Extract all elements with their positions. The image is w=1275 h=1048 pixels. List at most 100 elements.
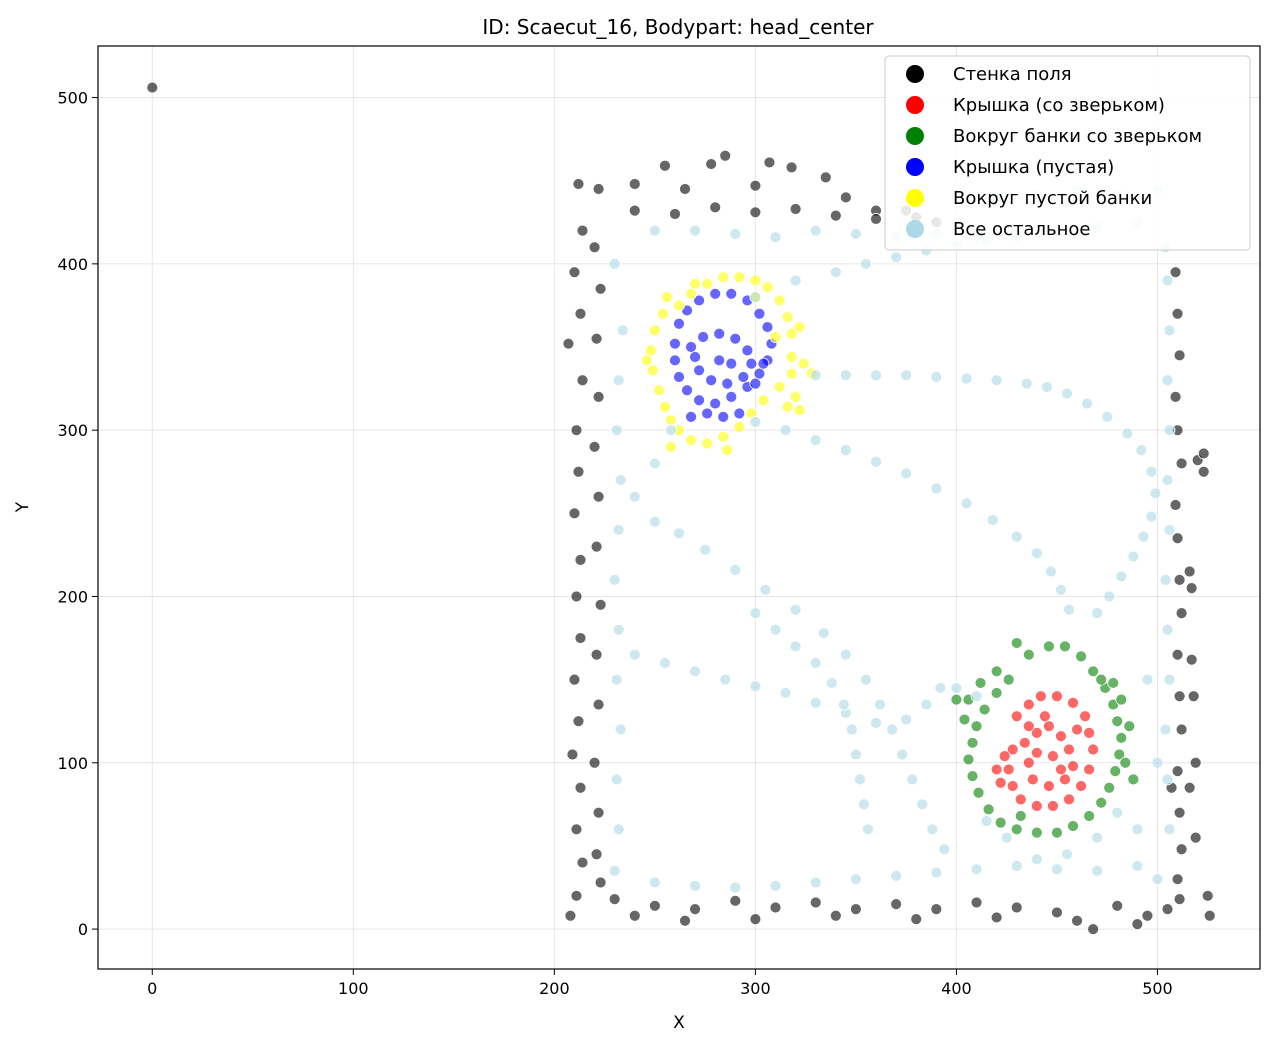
data-point — [850, 873, 862, 886]
data-point — [749, 179, 762, 192]
data-point — [1030, 853, 1043, 866]
legend-marker — [906, 220, 924, 238]
data-point — [1034, 690, 1047, 703]
data-point — [705, 158, 718, 170]
data-point — [1075, 650, 1087, 663]
data-point — [1161, 374, 1174, 387]
data-point — [612, 524, 625, 536]
data-point — [862, 823, 874, 836]
data-point — [590, 332, 603, 345]
data-point — [779, 424, 792, 437]
data-point — [1185, 582, 1198, 595]
data-point — [729, 881, 742, 894]
data-point — [1163, 823, 1176, 836]
data-point — [1111, 806, 1124, 819]
data-point — [689, 903, 701, 916]
data-point — [930, 903, 943, 916]
data-point — [990, 763, 1003, 776]
data-point — [1087, 665, 1100, 678]
data-point — [1022, 756, 1035, 769]
data-point — [870, 455, 882, 468]
data-point — [850, 228, 862, 240]
x-axis-label: X — [673, 1013, 685, 1033]
data-point — [1171, 307, 1184, 320]
data-point — [685, 410, 697, 423]
data-point — [574, 632, 587, 644]
data-point — [570, 590, 583, 603]
data-point — [725, 287, 738, 300]
data-point — [673, 299, 685, 312]
data-point — [781, 400, 794, 413]
data-point — [769, 623, 782, 636]
data-point — [829, 266, 842, 279]
y-tick-label: 400 — [57, 255, 88, 274]
data-point — [1131, 859, 1144, 872]
data-point — [1175, 723, 1188, 736]
data-point — [146, 81, 159, 94]
data-point — [562, 337, 575, 350]
data-point — [594, 282, 607, 295]
data-point — [628, 204, 641, 217]
data-point — [890, 898, 903, 911]
data-point — [970, 720, 983, 733]
data-point — [1030, 800, 1043, 812]
data-point — [1087, 923, 1100, 935]
data-point — [659, 657, 671, 669]
data-point — [1051, 906, 1063, 919]
data-point — [729, 894, 742, 907]
data-point — [1038, 710, 1051, 723]
data-point — [729, 228, 742, 240]
data-point — [809, 369, 822, 382]
data-point — [960, 497, 973, 510]
data-point — [646, 364, 659, 377]
data-point — [769, 231, 782, 244]
data-point — [886, 723, 899, 736]
data-point — [860, 257, 872, 270]
data-point — [938, 843, 951, 856]
data-point — [590, 848, 603, 861]
data-point — [1127, 773, 1140, 786]
data-point — [570, 889, 583, 902]
y-tick-label: 0 — [78, 920, 88, 939]
data-point — [1101, 410, 1114, 423]
data-point — [1095, 796, 1108, 809]
data-point — [701, 437, 714, 450]
data-point — [608, 573, 621, 586]
data-point — [608, 864, 621, 877]
data-point — [1030, 726, 1043, 739]
data-point — [594, 598, 607, 611]
data-point — [693, 364, 706, 377]
data-point — [713, 354, 726, 367]
data-point — [1051, 826, 1063, 839]
data-point — [592, 490, 605, 503]
data-point — [966, 736, 979, 749]
data-point — [1121, 427, 1134, 440]
data-point — [610, 773, 623, 786]
data-point — [825, 677, 838, 689]
data-point — [900, 369, 913, 382]
data-point — [839, 369, 852, 382]
data-point — [1067, 820, 1079, 832]
data-point — [1022, 698, 1035, 711]
data-point — [1169, 391, 1182, 403]
data-point — [648, 324, 661, 337]
data-point — [1123, 720, 1136, 733]
data-point — [1059, 773, 1071, 786]
data-point — [616, 324, 629, 337]
data-point — [761, 281, 774, 294]
data-point — [1091, 864, 1104, 877]
data-point — [721, 377, 734, 390]
data-point — [1161, 773, 1174, 786]
data-point — [1103, 781, 1116, 794]
data-point — [1131, 823, 1144, 836]
data-point — [1115, 570, 1128, 583]
data-point — [769, 901, 782, 914]
data-point — [1071, 723, 1083, 736]
data-point — [970, 690, 983, 703]
data-point — [628, 648, 641, 661]
data-point — [701, 277, 714, 290]
data-point — [733, 271, 746, 284]
data-point — [681, 384, 693, 397]
data-point — [713, 327, 726, 340]
data-point — [769, 879, 782, 892]
